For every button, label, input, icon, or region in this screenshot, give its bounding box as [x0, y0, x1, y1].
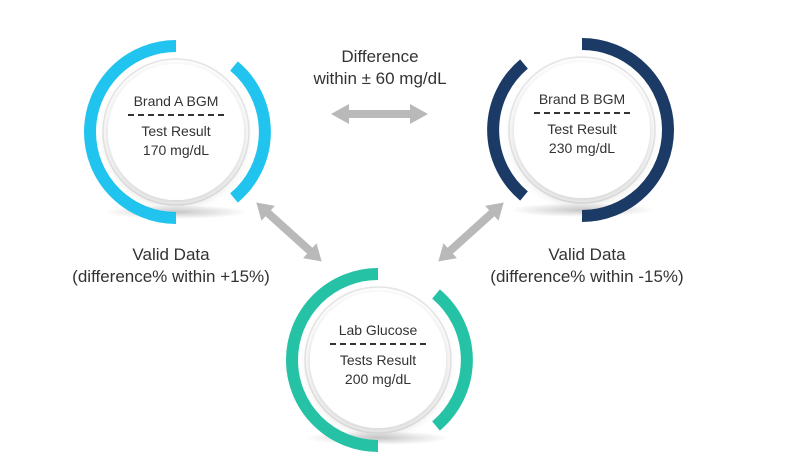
valid-right-label-line2: (difference% within -15%)	[490, 267, 684, 286]
difference-label: Difference within ± 60 mg/dL	[270, 46, 490, 90]
lab-node-graphic	[286, 268, 473, 452]
brand-a-ring-inner-line	[102, 58, 250, 206]
brand-a-node: Brand A BGM Test Result 170 mg/dL	[116, 92, 236, 160]
difference-label-line2: within ± 60 mg/dL	[313, 69, 447, 88]
brand-a-result-value: 170 mg/dL	[142, 142, 210, 158]
right-double-arrow	[438, 202, 504, 262]
lab-disc	[310, 292, 446, 428]
difference-label-line1: Difference	[341, 47, 419, 66]
lab-ring-inner-line	[304, 286, 452, 434]
brand-b-title: Brand B BGM	[538, 91, 626, 107]
brand-a-divider	[128, 114, 224, 116]
lab-ring-arc-left	[286, 268, 379, 452]
brand-a-result-label: Test Result	[141, 123, 211, 139]
brand-b-result-value: 230 mg/dL	[548, 140, 616, 156]
brand-a-disc	[108, 64, 244, 200]
valid-right-label-line1: Valid Data	[548, 245, 626, 264]
lab-node: Lab Glucose Tests Result 200 mg/dL	[318, 321, 438, 389]
lab-result-value: 200 mg/dL	[344, 371, 412, 387]
valid-left-label-line1: Valid Data	[132, 245, 210, 264]
arrows	[256, 104, 504, 262]
lab-result-label: Tests Result	[339, 352, 417, 368]
brand-a-title: Brand A BGM	[133, 93, 219, 109]
brand-b-ring-arc-right	[581, 38, 674, 222]
valid-left-label: Valid Data (difference% within +15%)	[40, 244, 302, 288]
left-double-arrow	[256, 202, 322, 262]
difference-double-arrow	[331, 104, 428, 124]
lab-title: Lab Glucose	[338, 322, 418, 338]
lab-divider	[330, 343, 426, 345]
brand-b-ring-inner-line	[508, 56, 656, 204]
brand-b-divider	[534, 112, 630, 114]
valid-left-label-line2: (difference% within +15%)	[72, 267, 270, 286]
brand-b-disc	[514, 62, 650, 198]
brand-b-node: Brand B BGM Test Result 230 mg/dL	[522, 90, 642, 158]
brand-a-ring-arc-right	[230, 61, 271, 203]
lab-ring-arc-right	[432, 289, 473, 431]
brand-b-result-label: Test Result	[547, 121, 617, 137]
brand-a-ring-arc-left	[84, 40, 177, 224]
brand-b-ring-arc-left	[487, 59, 528, 201]
brand-b-node-graphic	[487, 38, 674, 222]
brand-a-node-graphic	[84, 40, 271, 224]
valid-right-label: Valid Data (difference% within -15%)	[456, 244, 718, 288]
